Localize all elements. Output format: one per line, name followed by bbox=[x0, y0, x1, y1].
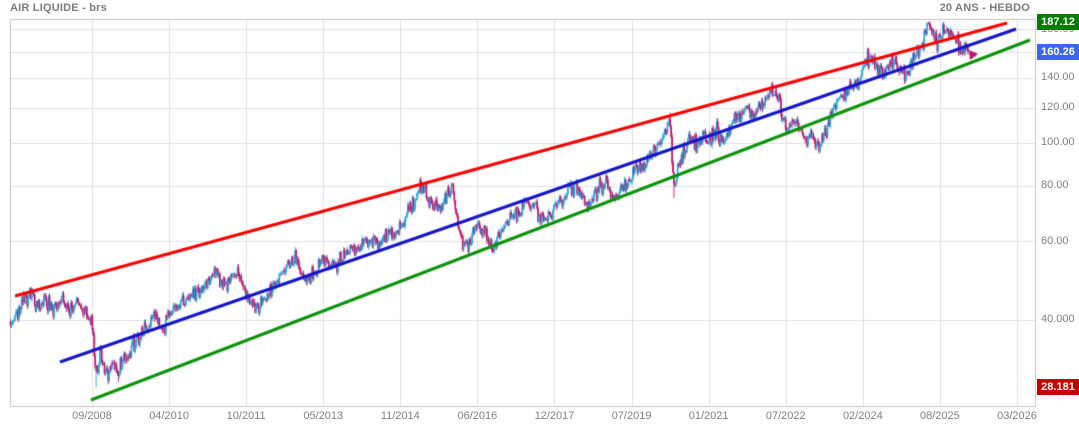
badge-period-high: 187.12 bbox=[1037, 13, 1079, 30]
badge-period-low: 28.181 bbox=[1037, 379, 1079, 396]
y-axis-label: 60.00 bbox=[1041, 234, 1069, 247]
y-axis-label: 40.000 bbox=[1041, 313, 1075, 326]
y-axis-label: 80.00 bbox=[1041, 179, 1069, 192]
x-axis-label: 08/2025 bbox=[920, 410, 960, 422]
x-axis-label: 07/2019 bbox=[611, 410, 652, 422]
x-axis-label: 05/2013 bbox=[303, 410, 344, 422]
x-axis-label: 02/2024 bbox=[842, 410, 883, 422]
y-axis-label: 140.00 bbox=[1041, 71, 1075, 84]
x-axis-label: 07/2022 bbox=[765, 410, 806, 422]
y-axis-label: 120.00 bbox=[1041, 101, 1075, 114]
x-axis-label: 03/2026 bbox=[997, 410, 1037, 422]
x-axis-label: 10/2011 bbox=[226, 410, 266, 422]
y-axis-label: 100.00 bbox=[1041, 136, 1075, 149]
page-title: AIR LIQUIDE - brs bbox=[10, 2, 107, 14]
x-axis-label: 12/2017 bbox=[534, 410, 575, 422]
badge-last-price: 160.26 bbox=[1037, 43, 1079, 60]
timeframe-label: 20 ANS - HEBDO bbox=[939, 2, 1030, 14]
x-axis-label: 01/2021 bbox=[688, 410, 729, 422]
x-axis-label: 11/2014 bbox=[380, 410, 420, 422]
x-axis-label: 04/2010 bbox=[149, 410, 189, 422]
x-axis-label: 06/2016 bbox=[457, 410, 498, 422]
x-axis-label: 09/2008 bbox=[72, 410, 112, 422]
